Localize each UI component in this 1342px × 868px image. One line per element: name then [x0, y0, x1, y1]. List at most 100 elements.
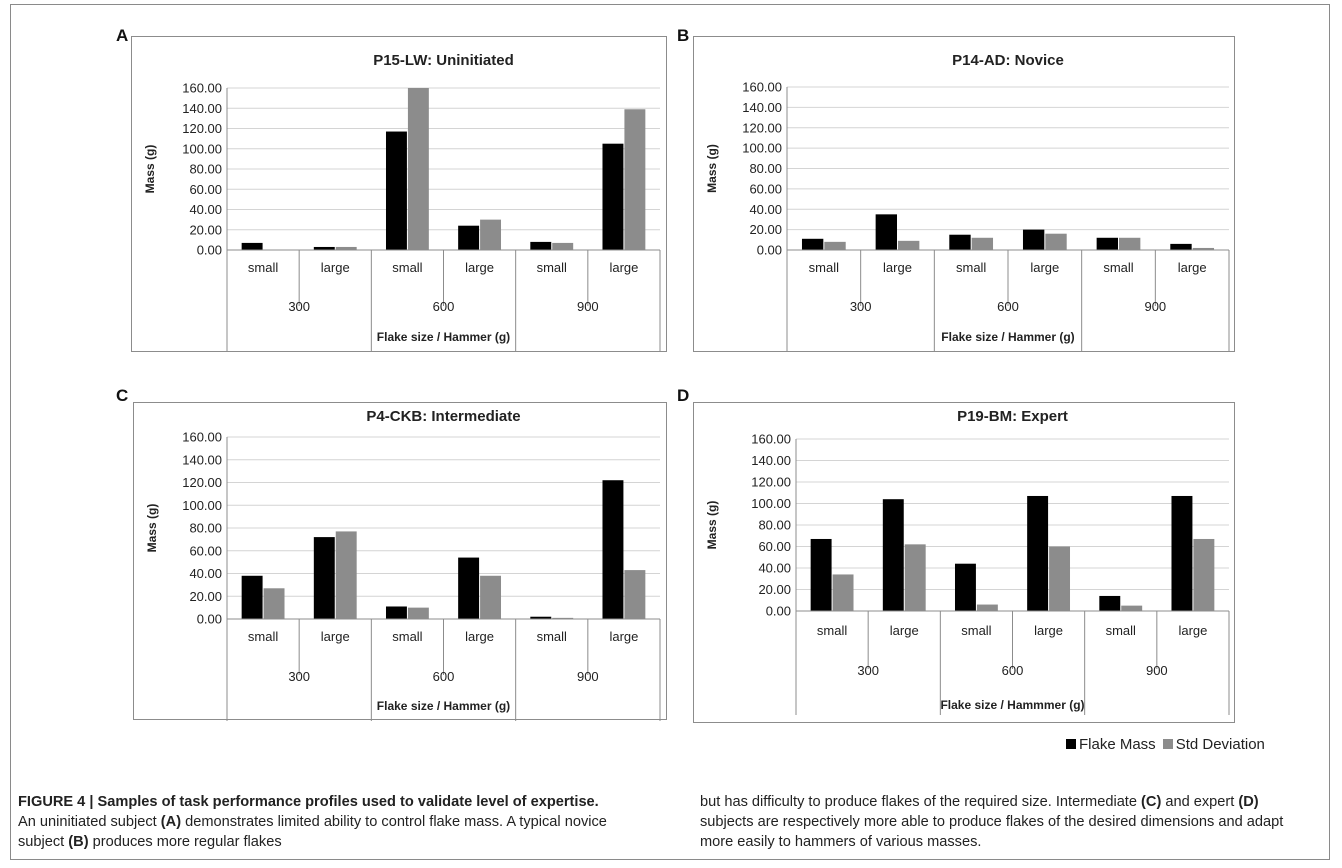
group-label: 300 [288, 669, 310, 684]
bar-flake-mass [1022, 229, 1045, 250]
group-label: 900 [577, 669, 599, 684]
chart-c-svg: P4-CKB: Intermediate 0.00 20.00 40.00 60.00 8… [145, 408, 661, 721]
group-label: 600 [433, 299, 455, 314]
y-tick-label: 0.00 [757, 243, 782, 258]
bar-flake-mass [882, 499, 904, 611]
group-label: 900 [1146, 663, 1168, 678]
bar-std-deviation [824, 241, 846, 250]
y-tick-label: 80.00 [189, 521, 222, 536]
bar-flake-mass [241, 242, 263, 250]
category-label: large [1178, 623, 1207, 638]
caption-text-4: and expert [1161, 794, 1239, 810]
y-tick-label: 120.00 [182, 121, 222, 136]
y-tick-label: 160.00 [751, 432, 791, 447]
group-label: 600 [997, 299, 1019, 314]
bar-std-deviation [898, 240, 920, 250]
y-tick-label: 80.00 [189, 162, 222, 177]
bar-std-deviation [407, 607, 429, 619]
y-tick-label: 160.00 [182, 430, 222, 445]
bar-std-deviation [1192, 247, 1215, 250]
y-tick-label: 160.00 [742, 80, 782, 95]
group-label: 900 [1144, 299, 1166, 314]
bar-std-deviation [1119, 237, 1141, 250]
caption-ref-b: (B) [68, 834, 89, 850]
bar-flake-mass [530, 616, 552, 619]
bar-flake-mass [313, 246, 335, 250]
category-label: small [248, 629, 278, 644]
panel-label-c: C [116, 386, 129, 405]
category-label: small [961, 623, 991, 638]
bar-flake-mass [241, 575, 263, 619]
category-label: small [537, 260, 567, 275]
bar-std-deviation [335, 531, 357, 619]
bar-flake-mass [1171, 495, 1193, 611]
chart-panel-b: P14-AD: Novice 0.00 20.00 40.00 60.00 80.00 10… [693, 36, 1235, 352]
bar-flake-mass [801, 238, 824, 250]
y-tick-label: 20.00 [749, 222, 782, 237]
chart-panel-a: P15-LW: Uninitiated 0.00 20.00 40.00 60.00 80… [131, 36, 667, 352]
bar-std-deviation [407, 88, 429, 250]
y-tick-label: 60.00 [749, 181, 782, 196]
bar-std-deviation [1121, 605, 1143, 611]
category-label: large [465, 629, 494, 644]
bar-std-deviation [904, 544, 926, 611]
group-label: 300 [288, 299, 310, 314]
bar-std-deviation [832, 574, 854, 611]
bar-flake-mass [458, 557, 480, 619]
category-label: large [609, 629, 638, 644]
legend-swatch-std-deviation [1162, 739, 1173, 749]
caption-text-1: An uninitiated subject [18, 814, 161, 830]
y-tick-label: 40.00 [189, 202, 222, 217]
y-axis-label: Mass (g) [143, 145, 157, 194]
chart-title: P14-AD: Novice [952, 52, 1064, 69]
y-tick-label: 80.00 [749, 161, 782, 176]
bar-std-deviation [1049, 546, 1071, 611]
bar-std-deviation [624, 109, 646, 250]
y-tick-label: 140.00 [182, 452, 222, 467]
category-label: small [1106, 623, 1136, 638]
y-tick-label: 140.00 [182, 101, 222, 116]
caption-text-2: demonstrates limited ability to control … [18, 814, 607, 850]
y-tick-label: 160.00 [182, 81, 222, 96]
bar-std-deviation [624, 570, 646, 619]
bar-std-deviation [263, 588, 285, 619]
bar-std-deviation [335, 246, 357, 250]
figure-caption-left: FIGURE 4 | Samples of task performance p… [18, 792, 618, 852]
y-tick-label: 140.00 [742, 100, 782, 115]
caption-ref-a: (A) [160, 814, 182, 830]
chart-d-svg: P19-BM: Expert 0.00 20.00 40.00 60.00 80.00 10… [705, 408, 1230, 715]
category-label: small [1103, 260, 1133, 275]
panel-label-d: D [677, 386, 690, 405]
y-axis-label: Mass (g) [705, 144, 719, 193]
category-label: small [392, 260, 422, 275]
category-label: small [248, 260, 278, 275]
x-axis-label: Flake size / Hammer (g) [377, 330, 510, 344]
category-label: large [890, 623, 919, 638]
bar-flake-mass [875, 214, 897, 250]
y-axis-label: Mass (g) [145, 504, 159, 553]
bar-flake-mass [1096, 237, 1118, 250]
chart-panel-c: P4-CKB: Intermediate 0.00 20.00 40.00 60.00 8… [133, 402, 667, 721]
category-label: small [956, 260, 986, 275]
chart-panel-d: P19-BM: Expert 0.00 20.00 40.00 60.00 80.00 10… [693, 402, 1235, 723]
category-label: large [609, 260, 638, 275]
panel-label-a: A [116, 26, 129, 45]
category-label: small [537, 629, 567, 644]
y-tick-label: 140.00 [751, 453, 791, 468]
legend-item-flake-mass: Flake Mass [1066, 736, 1156, 753]
legend-label-flake-mass: Flake Mass [1079, 735, 1156, 753]
bar-flake-mass [1027, 495, 1049, 611]
y-tick-label: 120.00 [182, 475, 222, 490]
caption-title: Samples of task performance profiles use… [97, 794, 599, 810]
chart-title: P19-BM: Expert [957, 408, 1068, 425]
group-label: 300 [857, 663, 879, 678]
bar-flake-mass [602, 143, 624, 250]
chart-legend: Flake Mass Std Deviation [1066, 733, 1272, 755]
y-tick-label: 100.00 [182, 141, 222, 156]
group-label: 900 [577, 299, 599, 314]
group-label: 600 [433, 669, 455, 684]
category-label: small [392, 629, 422, 644]
y-tick-label: 40.00 [749, 202, 782, 217]
bar-flake-mass [810, 538, 832, 611]
category-label: large [1030, 260, 1059, 275]
